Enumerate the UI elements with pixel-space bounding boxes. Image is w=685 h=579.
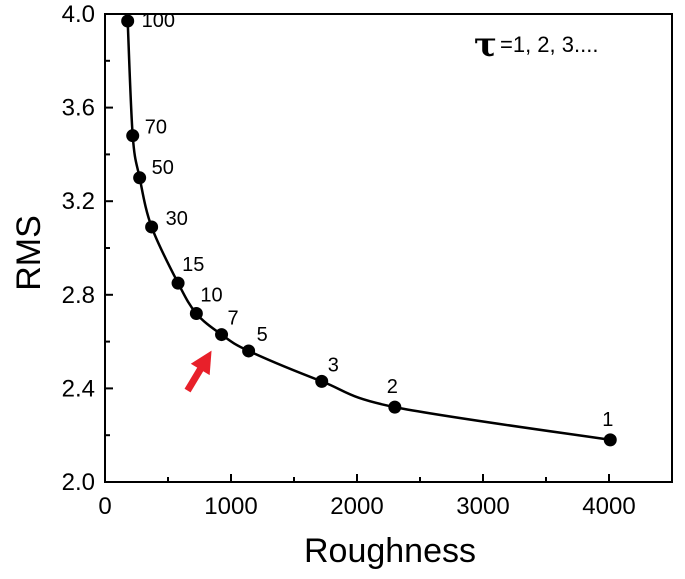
tau-values-text: =1, 2, 3.... — [500, 32, 598, 57]
red-arrow-annotation — [184, 350, 212, 393]
tau-symbol: τ — [474, 25, 497, 65]
x-tick-label: 0 — [98, 493, 111, 520]
y-axis-title: RMS — [10, 215, 48, 291]
data-point — [145, 220, 159, 234]
y-tick-label: 4.0 — [62, 1, 95, 28]
point-label: 15 — [182, 254, 204, 276]
x-tick-label: 2000 — [330, 493, 383, 520]
y-tick-label: 3.6 — [62, 95, 95, 122]
plot-frame — [104, 13, 673, 483]
point-labels: 100 70 50 30 15 10 75 3 2 1 — [142, 10, 614, 431]
data-point — [215, 328, 229, 342]
x-tick-label: 1000 — [204, 493, 257, 520]
y-tick-label: 3.2 — [62, 188, 95, 215]
point-label: 7 — [228, 308, 239, 330]
point-label: 50 — [152, 157, 174, 179]
y-tick-label: 2.0 — [62, 469, 95, 496]
point-label: 100 — [142, 10, 175, 32]
axis-ticks — [104, 13, 610, 483]
point-label: 5 — [257, 324, 268, 346]
data-point — [388, 400, 402, 414]
point-label: 1 — [602, 409, 613, 431]
point-label: 2 — [387, 376, 398, 398]
x-tick-label: 4000 — [582, 493, 635, 520]
data-points — [121, 14, 617, 447]
y-tick-label: 2.8 — [62, 282, 95, 309]
data-point — [121, 14, 135, 28]
plot-border — [104, 13, 673, 483]
x-tick-label: 3000 — [456, 493, 509, 520]
point-label: 10 — [200, 285, 222, 307]
series-line — [126, 20, 611, 442]
data-point — [126, 129, 140, 143]
point-label: 30 — [166, 208, 188, 230]
point-label: 3 — [328, 354, 339, 376]
data-point — [315, 374, 329, 388]
data-point — [171, 276, 185, 290]
point-label: 70 — [145, 117, 167, 139]
data-point — [603, 433, 617, 447]
data-point — [133, 171, 147, 185]
y-tick-label: 2.4 — [62, 375, 95, 402]
data-point — [242, 344, 256, 358]
x-axis-title: Roughness — [304, 532, 476, 570]
y-tick-labels: 2.0 2.4 2.8 3.2 3.6 4.0 — [62, 1, 95, 496]
x-tick-labels: 0 1000 2000 3000 4000 — [98, 493, 635, 520]
arrow-head — [190, 350, 212, 376]
data-point — [189, 307, 203, 321]
